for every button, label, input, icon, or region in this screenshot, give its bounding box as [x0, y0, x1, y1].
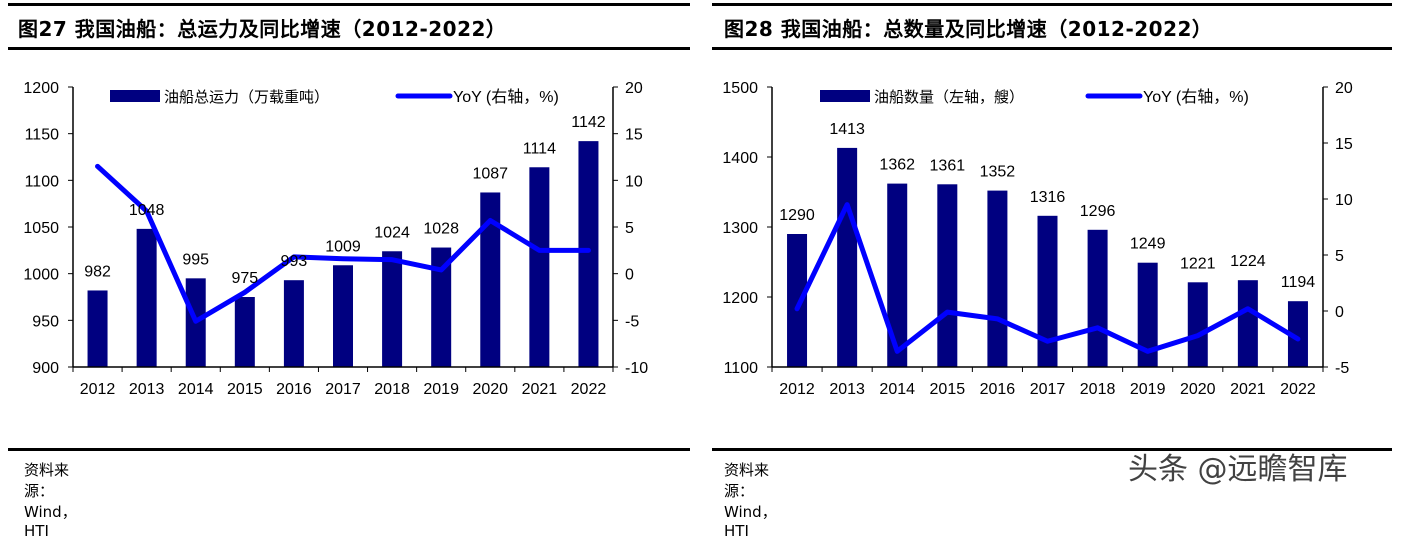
bar-label: 1048	[129, 202, 165, 219]
left-tick-label: 1500	[722, 80, 758, 97]
right-tick-label: 5	[1335, 248, 1344, 265]
bar-label: 1352	[980, 164, 1016, 181]
x-tick-label: 2016	[980, 381, 1016, 398]
x-tick-label: 2014	[178, 381, 214, 398]
left-tick-label: 1050	[23, 220, 59, 237]
bar-label: 982	[84, 263, 111, 280]
x-tick-label: 2020	[1180, 381, 1216, 398]
left-tick-label: 1400	[722, 150, 758, 167]
right-tick-label: -10	[625, 360, 648, 377]
x-tick-label: 2015	[930, 381, 966, 398]
bar-2016	[987, 191, 1007, 367]
bar-2012	[787, 234, 807, 367]
x-tick-label: 2012	[80, 381, 116, 398]
bar-2013	[837, 148, 857, 367]
legend-bar-label: 油船数量（左轴，艘）	[874, 89, 1024, 106]
x-tick-label: 2018	[1080, 381, 1116, 398]
bar-label: 993	[281, 253, 308, 270]
watermark: 头条 @远瞻智库	[1128, 444, 1348, 488]
legend-bar-swatch	[820, 90, 870, 102]
right-tick-label: 0	[1335, 304, 1344, 321]
legend-bar-swatch	[110, 90, 160, 102]
left-tick-label: 950	[32, 313, 59, 330]
bar-label: 1024	[374, 224, 410, 241]
bar-label: 1009	[325, 238, 361, 255]
legend-line-label: YoY (右轴，%)	[1143, 88, 1249, 106]
right-tick-label: 10	[1335, 192, 1353, 209]
bar-2020	[1188, 282, 1208, 367]
bar-2017	[1038, 216, 1058, 367]
legend-line-label: YoY (右轴，%)	[453, 88, 559, 106]
bar-2021	[529, 167, 549, 367]
left-tick-label: 900	[32, 360, 59, 377]
bar-label: 1224	[1230, 253, 1266, 270]
bar-2018	[382, 251, 402, 367]
bar-label: 1028	[423, 221, 459, 238]
x-tick-label: 2017	[1030, 381, 1066, 398]
left-tick-label: 1200	[23, 80, 59, 97]
bar-2021	[1238, 280, 1258, 367]
bar-label: 995	[182, 251, 209, 268]
right-tick-label: 10	[625, 173, 643, 190]
bar-label: 1249	[1130, 236, 1166, 253]
bar-2016	[284, 280, 304, 367]
right-tick-label: 15	[625, 127, 643, 144]
right-tick-label: -5	[1335, 360, 1349, 377]
left-tick-label: 1100	[25, 173, 60, 190]
right-tick-label: 20	[625, 80, 643, 97]
x-tick-label: 2019	[423, 381, 459, 398]
right-tick-label: -5	[625, 313, 639, 330]
bar-label: 1142	[571, 114, 606, 131]
right-tick-label: 5	[625, 220, 634, 237]
x-tick-label: 2013	[129, 381, 165, 398]
x-tick-label: 2022	[571, 381, 607, 398]
left-tick-label: 1200	[722, 290, 758, 307]
x-tick-label: 2021	[1230, 381, 1266, 398]
right-tick-label: 20	[1335, 80, 1353, 97]
bar-label: 1290	[779, 207, 815, 224]
charts-canvas: 982 1048 995 975 993 1009 1024 1028 1087 1114 1142…	[0, 0, 1404, 496]
bar-label: 1361	[930, 157, 966, 174]
bar-label: 1316	[1030, 189, 1066, 206]
bar-label: 1087	[472, 165, 508, 182]
x-tick-label: 2014	[879, 381, 915, 398]
left-tick-label: 1300	[722, 220, 758, 237]
bar-2022	[578, 141, 598, 367]
left-tick-label: 1100	[724, 360, 759, 377]
bar-2018	[1088, 230, 1108, 367]
bar-2015	[937, 184, 957, 367]
bar-label: 1221	[1180, 255, 1216, 272]
bar-label: 1194	[1281, 274, 1316, 291]
right-tick-label: 15	[1335, 136, 1353, 153]
x-tick-label: 2016	[276, 381, 312, 398]
bar-label: 1114	[523, 140, 556, 157]
bar-label: 1362	[879, 157, 915, 174]
legend-bar-label: 油船总运力（万载重吨）	[164, 89, 329, 106]
x-tick-label: 2013	[829, 381, 865, 398]
right-tick-label: 0	[625, 267, 634, 284]
bar-2012	[88, 290, 108, 367]
left-tick-label: 1000	[23, 267, 59, 284]
x-tick-label: 2019	[1130, 381, 1166, 398]
bar-2017	[333, 265, 353, 367]
bar-2014	[887, 184, 907, 367]
bar-label: 975	[231, 270, 258, 287]
x-tick-label: 2021	[522, 381, 558, 398]
x-tick-label: 2017	[325, 381, 361, 398]
x-tick-label: 2020	[472, 381, 508, 398]
bar-2013	[137, 229, 157, 367]
bar-2015	[235, 297, 255, 367]
x-tick-label: 2015	[227, 381, 263, 398]
left-tick-label: 1150	[25, 127, 60, 144]
x-tick-label: 2022	[1280, 381, 1316, 398]
bar-label: 1413	[829, 121, 865, 138]
bar-label: 1296	[1080, 203, 1116, 220]
x-tick-label: 2018	[374, 381, 410, 398]
x-tick-label: 2012	[779, 381, 815, 398]
